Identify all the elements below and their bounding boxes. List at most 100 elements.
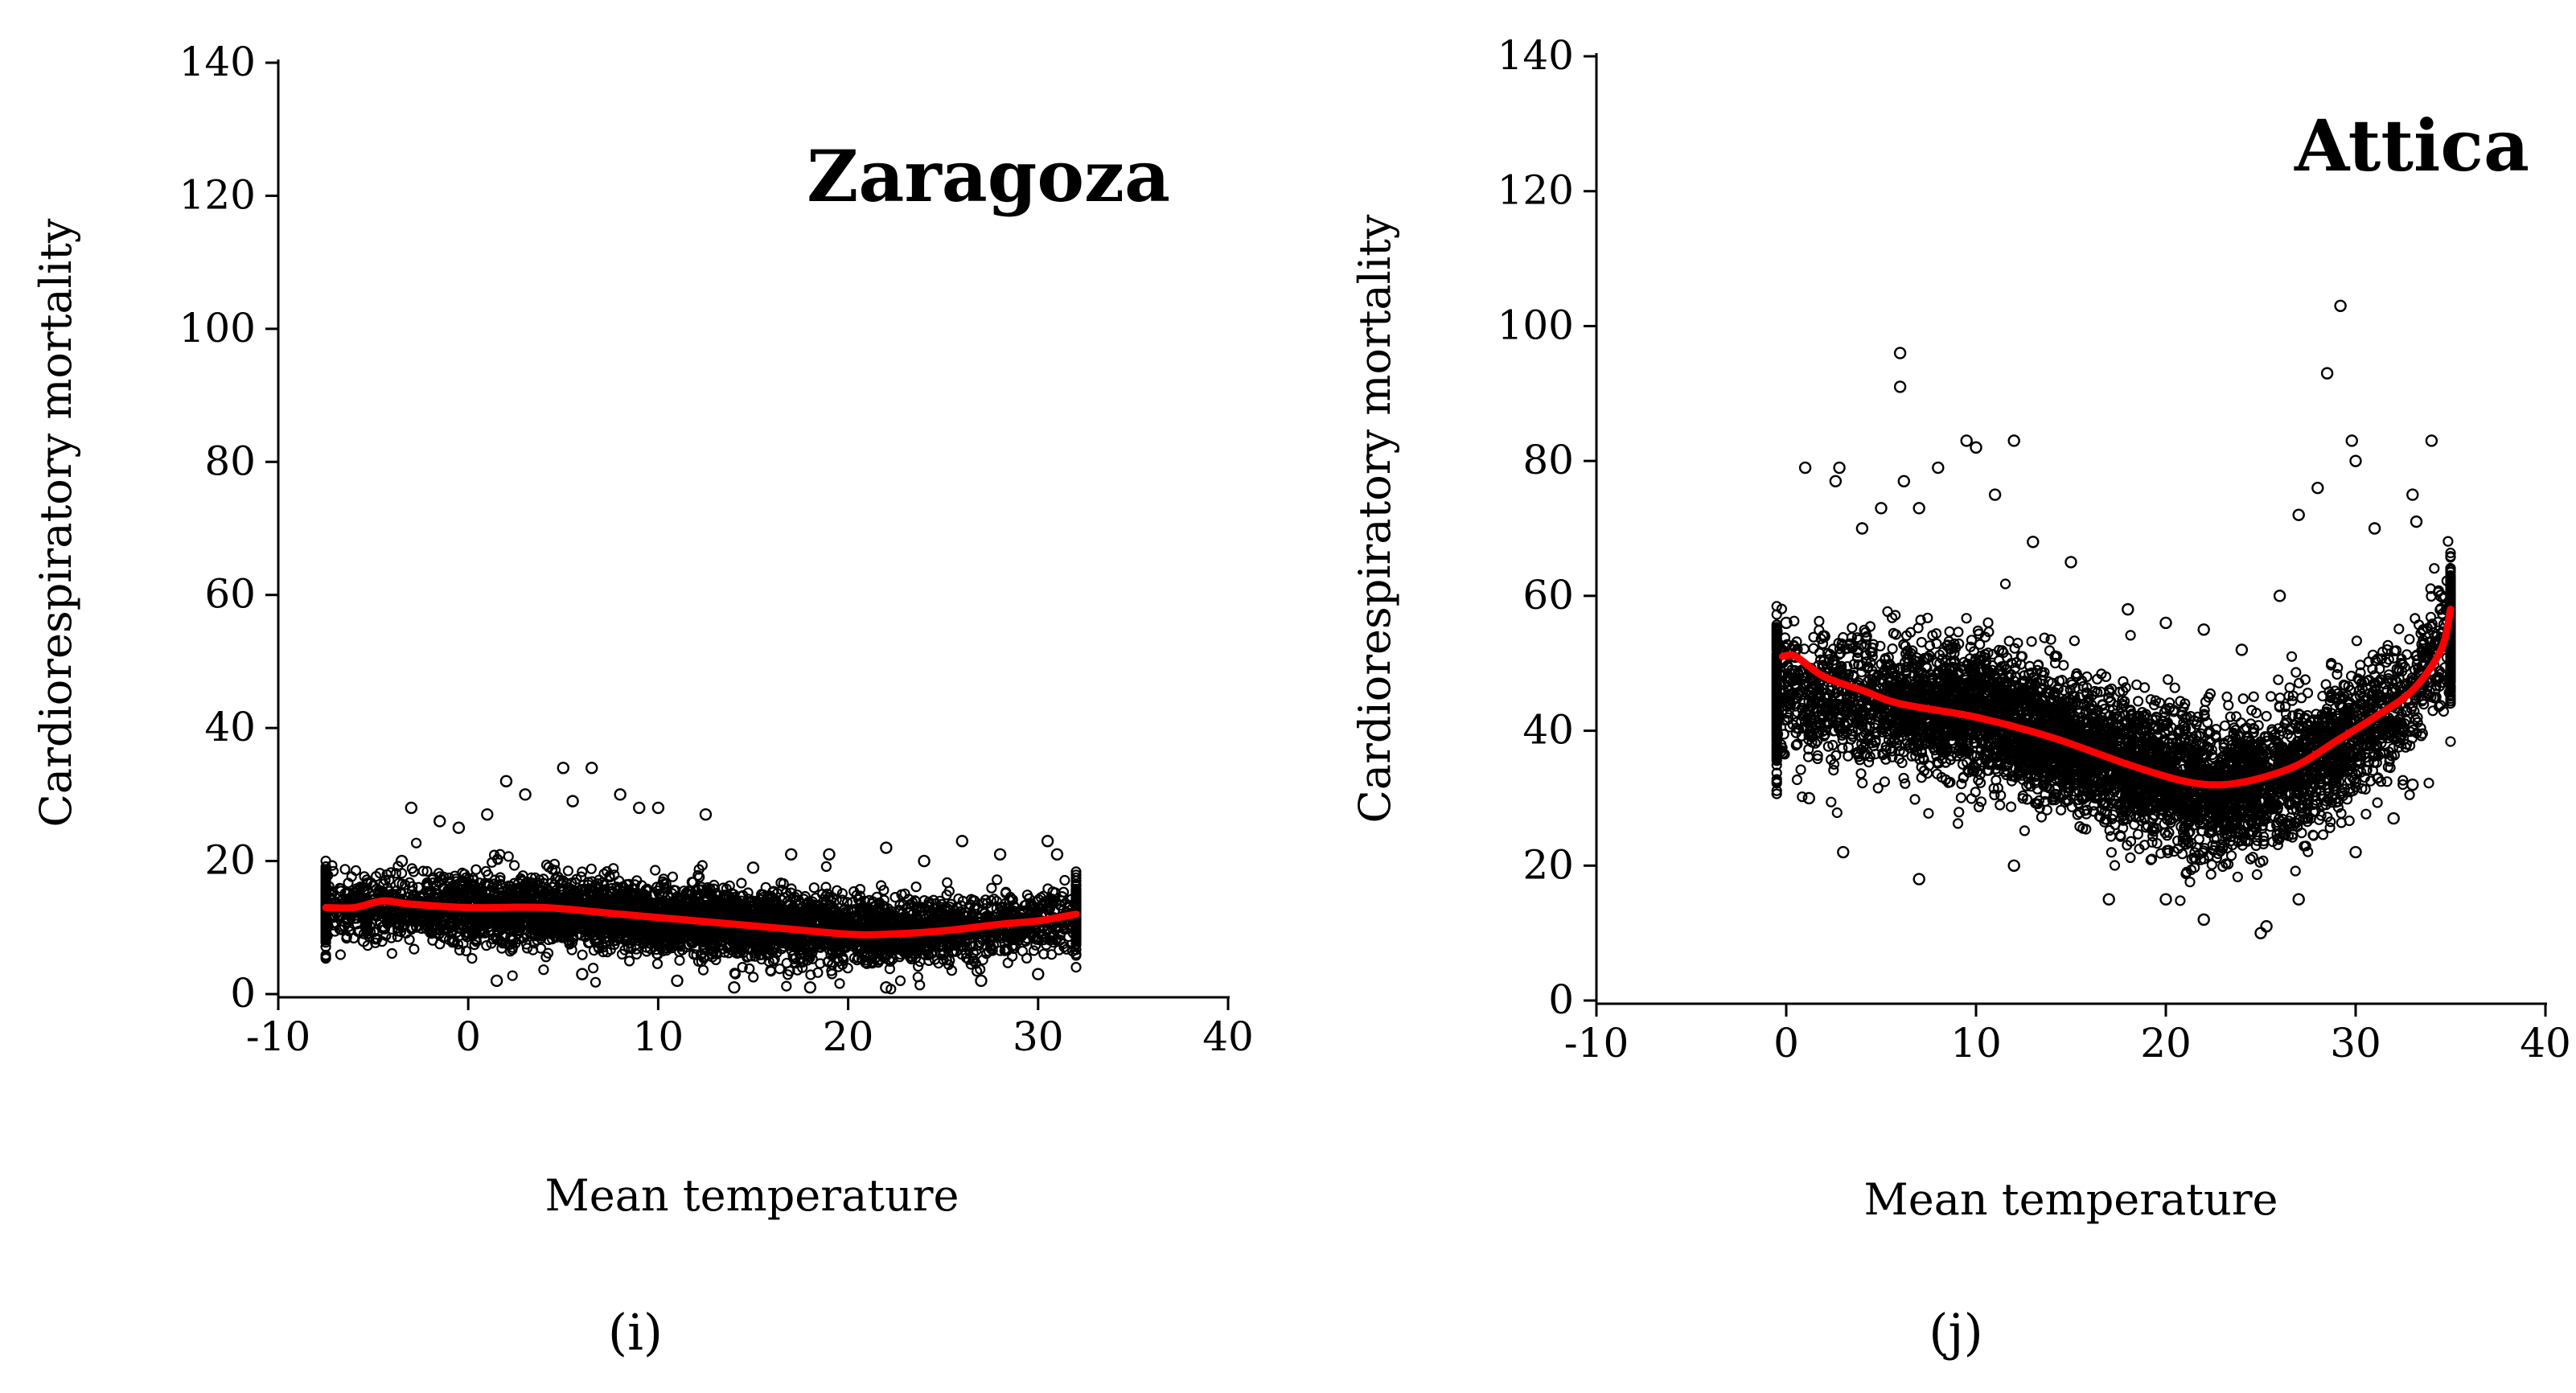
observation-point [728,981,741,994]
observation-point [823,848,836,861]
y-tick-label: 140 [1498,32,1574,79]
x-tick-label: 10 [633,1013,684,1060]
observation-point [1774,745,1787,758]
y-tick-label: 20 [204,837,256,884]
observation-point [576,968,589,980]
fit-line [1778,606,2455,789]
city-name: Zaragoza [807,134,1170,218]
x-tick-label: 40 [2520,1020,2571,1066]
y-axis-title: Cardiorespiratory mortality [1350,214,1400,823]
y-tick-label: 120 [1498,167,1574,214]
observation-point [2197,913,2210,927]
observation-point [490,974,503,988]
observation-point [1798,461,1812,475]
observation-point [2292,508,2305,521]
observation-point [2334,299,2347,312]
x-tick-label: -10 [246,1013,311,1060]
city-name: Attica [2294,104,2529,187]
observation-point [1912,873,1925,886]
x-tick-labels: -10 0 10 20 30 40 [1564,1020,2571,1066]
observation-point [880,841,893,854]
observation-point [2260,920,2273,933]
x-tick-label: 20 [823,1013,874,1060]
x-tick-label: 0 [455,1013,481,1060]
observation-point [566,795,579,807]
observation-point [481,807,494,821]
observation-cloud-marks [1771,536,2456,906]
observation-point [2434,590,2447,602]
x-tick-label: 30 [1013,1013,1064,1060]
y-tick-label: 0 [230,970,256,1017]
observation-point [1988,488,2002,501]
observation-point [405,801,418,815]
observation-point [2349,454,2362,467]
observation-point [2345,434,2358,447]
observation-point [2406,778,2419,791]
observation-point [433,815,446,828]
observation-point [1833,461,1846,475]
observation-cloud [320,837,1082,995]
observation-point [1032,968,1045,980]
observation-cloud-marks [320,837,1082,995]
y-tick-label: 20 [1522,841,1574,888]
x-axis-title: Mean temperature [544,1170,959,1221]
observation-point [1897,475,1911,487]
observation-point [651,801,665,815]
x-tick-labels: -10 0 10 20 30 40 [246,1013,1254,1060]
observation-point [1932,461,1945,475]
y-tick-label: 80 [1522,437,1574,483]
y-tick-label: 120 [179,171,256,218]
x-tick-label: 10 [1950,1020,2002,1066]
observation-point [2387,812,2400,825]
observation-point [1912,502,1925,515]
observation-point [2102,893,2115,906]
y-tick-label: 100 [1498,302,1574,348]
observation-point [1855,522,1869,535]
observation-points [1774,299,2447,939]
observation-point [519,788,532,801]
y-tick-label: 60 [1522,572,1574,618]
y-tick-labels: 0 20 40 60 80 100 120 140 [179,39,256,1017]
observation-point [585,762,598,775]
observation-cloud [1771,536,2456,906]
observation-point [614,788,627,801]
observation-point [1875,502,1888,515]
observation-point [1041,835,1054,848]
observation-point [2254,927,2267,939]
observation-point [2159,893,2172,906]
observation-point [1893,347,1907,360]
observation-point [2007,859,2020,872]
observation-point [2349,845,2362,859]
observation-point [2273,590,2286,602]
observation-point [633,801,646,815]
x-tick-label: 20 [2140,1020,2192,1066]
observation-point [1802,791,1816,805]
observation-point [376,921,389,934]
observation-point [1837,845,1850,859]
observation-point [1960,434,1973,447]
x-tick-label: 0 [1773,1020,1799,1066]
panel-label: (i) [608,1303,663,1362]
observation-point [357,935,370,947]
y-tick-label: 100 [179,305,256,351]
y-tick-label: 60 [204,571,256,618]
observation-point [499,775,513,788]
observation-point [1818,630,1830,643]
observation-point [2410,515,2423,528]
observation-point [803,981,817,994]
observation-point [395,854,409,868]
y-tick-label: 140 [179,39,256,85]
observation-point [918,854,931,868]
observation-points [338,762,1064,994]
observation-point [1050,848,1064,861]
y-tick-label: 0 [1548,976,1574,1023]
x-tick-label: 30 [2330,1020,2381,1066]
observation-point [452,821,466,834]
y-axis-title: Cardiorespiratory mortality [31,218,81,827]
observation-point [746,861,760,874]
observation-point [2425,434,2438,447]
axes [265,60,1230,1010]
observation-point [1780,616,1793,630]
y-tick-labels: 0 20 40 60 80 100 120 140 [1498,32,1574,1023]
